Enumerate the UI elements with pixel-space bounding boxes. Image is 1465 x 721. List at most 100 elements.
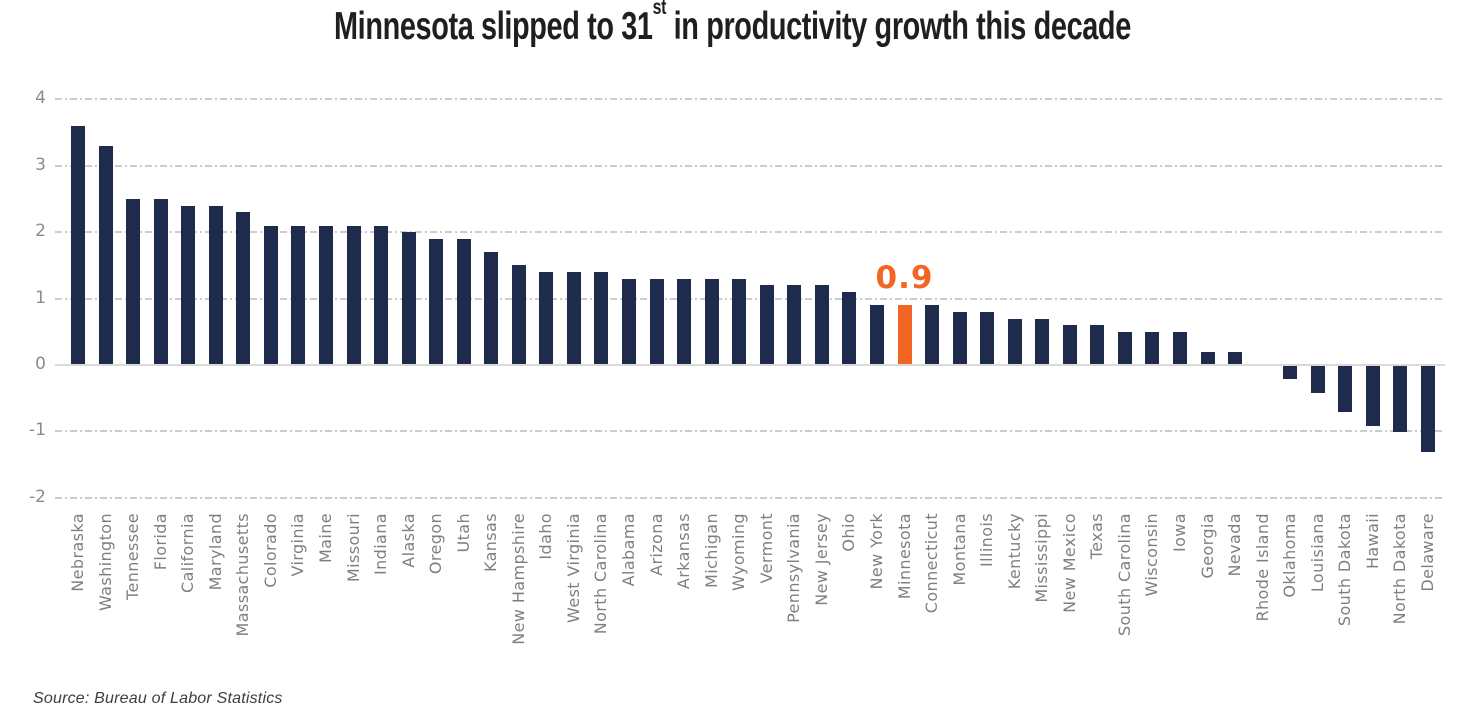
x-label-louisiana: Louisiana bbox=[1307, 513, 1327, 593]
bar-maine bbox=[318, 225, 333, 365]
bar-wyoming bbox=[732, 278, 747, 365]
bar-ohio bbox=[842, 291, 857, 365]
x-label-montana: Montana bbox=[949, 513, 969, 586]
y-tick-label: -2 bbox=[29, 486, 46, 507]
x-label-west-virginia: West Virginia bbox=[563, 513, 583, 623]
x-label-kentucky: Kentucky bbox=[1004, 513, 1024, 590]
x-label-wyoming: Wyoming bbox=[729, 513, 749, 591]
x-label-north-dakota: North Dakota bbox=[1390, 513, 1410, 625]
bar-oregon bbox=[429, 238, 444, 365]
y-tick-label: 4 bbox=[35, 88, 46, 109]
x-label-hawaii: Hawaii bbox=[1362, 513, 1382, 570]
bar-tennessee bbox=[126, 199, 141, 365]
bar-mississippi bbox=[1035, 318, 1050, 365]
x-label-massachusetts: Massachusetts bbox=[233, 513, 253, 637]
y-tick-label: 2 bbox=[35, 221, 46, 242]
bar-south-dakota bbox=[1338, 366, 1353, 413]
bar-colorado bbox=[263, 225, 278, 365]
chart-title: Minnesota slipped to 31st in productivit… bbox=[0, 0, 1465, 52]
bar-maryland bbox=[208, 205, 223, 365]
bar-alabama bbox=[622, 278, 636, 365]
x-label-texas: Texas bbox=[1087, 513, 1107, 560]
bar-minnesota bbox=[897, 305, 912, 365]
y-tick-label: 3 bbox=[35, 154, 46, 175]
x-label-california: California bbox=[178, 513, 198, 593]
bar-hawaii bbox=[1365, 366, 1380, 426]
bar-montana bbox=[952, 311, 967, 365]
bar-michigan bbox=[704, 278, 719, 365]
x-label-ohio: Ohio bbox=[839, 513, 859, 552]
bar-nebraska bbox=[71, 125, 85, 365]
x-label-idaho: Idaho bbox=[536, 513, 556, 560]
bar-virginia bbox=[291, 225, 306, 365]
bar-florida bbox=[153, 199, 168, 365]
x-label-virginia: Virginia bbox=[288, 513, 308, 577]
bar-arkansas bbox=[677, 278, 692, 365]
gridline bbox=[55, 430, 1445, 433]
gridline bbox=[55, 297, 1445, 300]
x-label-missouri: Missouri bbox=[343, 513, 363, 583]
x-label-nebraska: Nebraska bbox=[68, 513, 87, 592]
chart-title-text: Minnesota slipped to 31 bbox=[334, 5, 653, 48]
gridline bbox=[55, 231, 1445, 234]
x-label-vermont: Vermont bbox=[756, 513, 776, 584]
highlight-value-label: 0.9 bbox=[875, 260, 934, 297]
bar-indiana bbox=[374, 225, 389, 365]
bar-new-mexico bbox=[1062, 325, 1077, 365]
x-label-oregon: Oregon bbox=[426, 513, 446, 575]
y-tick-label: 1 bbox=[35, 287, 46, 308]
x-label-iowa: Iowa bbox=[1170, 513, 1189, 552]
x-label-delaware: Delaware bbox=[1417, 513, 1437, 592]
bar-oklahoma bbox=[1283, 366, 1298, 380]
gridline bbox=[55, 98, 1445, 101]
x-label-florida: Florida bbox=[150, 513, 170, 571]
bar-illinois bbox=[980, 311, 995, 365]
x-label-arizona: Arizona bbox=[646, 513, 666, 576]
x-label-tennessee: Tennessee bbox=[123, 513, 143, 600]
bar-kentucky bbox=[1007, 318, 1022, 365]
bar-utah bbox=[456, 238, 471, 365]
bar-north-carolina bbox=[594, 272, 609, 365]
gridline bbox=[55, 164, 1445, 167]
x-label-connecticut: Connecticut bbox=[922, 513, 942, 614]
x-label-michigan: Michigan bbox=[701, 513, 721, 588]
bar-delaware bbox=[1420, 366, 1435, 453]
gridline bbox=[55, 496, 1445, 499]
x-label-new-jersey: New Jersey bbox=[811, 513, 831, 606]
x-label-pennsylvania: Pennsylvania bbox=[784, 513, 804, 623]
x-label-oklahoma: Oklahoma bbox=[1280, 513, 1300, 598]
x-label-south-dakota: South Dakota bbox=[1335, 513, 1355, 627]
bar-pennsylvania bbox=[787, 285, 802, 365]
x-label-minnesota: Minnesota bbox=[894, 513, 914, 600]
bar-missouri bbox=[346, 225, 361, 365]
x-label-rhode-island: Rhode Island bbox=[1252, 513, 1272, 622]
bar-new-hampshire bbox=[511, 265, 526, 365]
source-note: Source: Bureau of Labor Statistics bbox=[33, 690, 283, 707]
x-label-wisconsin: Wisconsin bbox=[1142, 513, 1162, 597]
bar-north-dakota bbox=[1393, 366, 1408, 433]
x-label-maryland: Maryland bbox=[205, 513, 225, 591]
x-label-new-mexico: New Mexico bbox=[1059, 513, 1079, 613]
x-label-illinois: Illinois bbox=[977, 513, 997, 567]
x-label-colorado: Colorado bbox=[260, 513, 280, 588]
bar-idaho bbox=[539, 272, 554, 365]
bar-massachusetts bbox=[236, 212, 251, 365]
x-label-mississippi: Mississippi bbox=[1032, 513, 1052, 603]
x-label-alaska: Alaska bbox=[398, 513, 418, 568]
bar-georgia bbox=[1200, 351, 1215, 365]
x-label-nevada: Nevada bbox=[1225, 513, 1245, 577]
x-label-washington: Washington bbox=[95, 513, 115, 612]
bar-kansas bbox=[484, 252, 499, 365]
x-label-maine: Maine bbox=[315, 513, 335, 564]
bar-texas bbox=[1090, 325, 1105, 365]
bar-arizona bbox=[649, 278, 664, 365]
bar-new-jersey bbox=[814, 285, 829, 365]
bar-south-carolina bbox=[1117, 331, 1132, 365]
bar-new-york bbox=[869, 305, 884, 365]
bar-california bbox=[181, 205, 196, 365]
chart-title-superscript: st bbox=[652, 0, 667, 19]
chart-title-suffix: in productivity growth this decade bbox=[666, 5, 1132, 48]
bar-iowa bbox=[1173, 331, 1187, 365]
x-label-georgia: Georgia bbox=[1197, 513, 1217, 579]
